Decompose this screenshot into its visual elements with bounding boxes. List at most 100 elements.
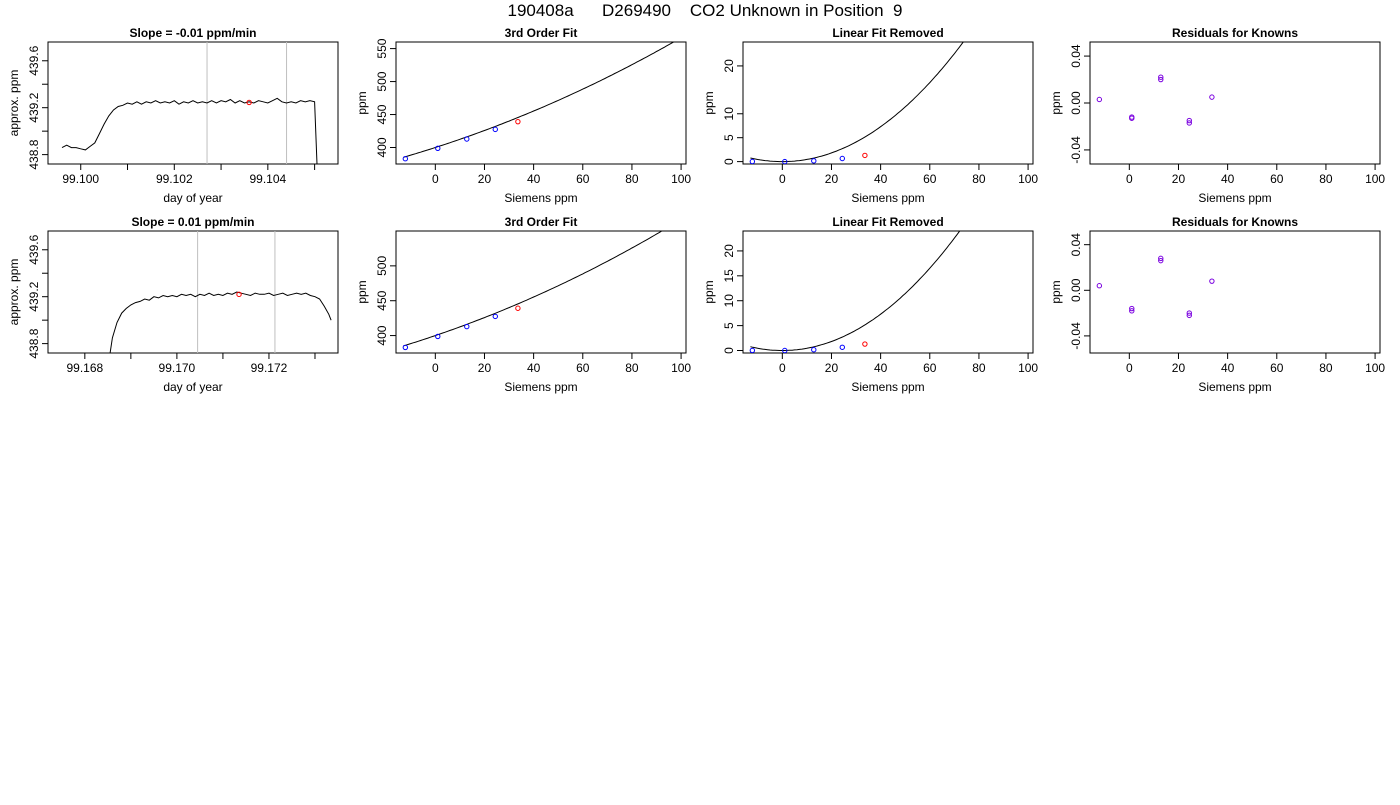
data-point <box>236 291 242 298</box>
data-point <box>435 145 441 152</box>
x-axis-label: day of year <box>163 191 222 205</box>
x-tick-label: 60 <box>1270 361 1284 375</box>
data-point <box>1158 76 1164 83</box>
trace-line <box>61 97 318 164</box>
fit-curve <box>750 42 964 163</box>
x-tick-label: 60 <box>923 361 937 375</box>
y-tick-label: 439.2 <box>27 92 41 122</box>
y-tick-label: 5 <box>722 322 736 329</box>
x-tick-label: 99.104 <box>249 172 286 186</box>
data-point <box>1129 305 1135 312</box>
data-layer <box>1096 255 1215 319</box>
x-tick-label: 100 <box>671 172 691 186</box>
data-point <box>492 313 498 320</box>
plot-frame <box>395 230 687 354</box>
data-layer <box>402 42 675 162</box>
panel-title: Linear Fit Removed <box>832 215 943 229</box>
y-tick-label: 500 <box>375 71 389 91</box>
data-point <box>1158 255 1164 262</box>
panel-title: 3rd Order Fit <box>505 26 578 40</box>
panel-4: Residuals for Knowns 0 20 40 60 80 100 -0.04 0.0… <box>1049 26 1385 205</box>
x-axis-label: Siemens ppm <box>504 380 577 394</box>
y-tick-label: 439.2 <box>27 281 41 311</box>
y-tick-label: 10 <box>722 294 736 308</box>
panel-8: Residuals for Knowns 0 20 40 60 80 100 -0.04 0.0… <box>1049 215 1385 394</box>
page-title: 190408a D269490 CO2 Unknown in Position … <box>507 1 903 20</box>
x-tick-label: 80 <box>1319 172 1333 186</box>
y-tick-label: 0 <box>722 347 736 354</box>
panel-1: Slope = -0.01 ppm/min 99.100 99.102 99.104 4… <box>7 26 339 205</box>
plot-frame <box>395 41 687 165</box>
y-tick-label: 0.00 <box>1069 91 1083 115</box>
y-tick-label: 500 <box>375 256 389 276</box>
data-point <box>782 158 788 164</box>
y-tick-label: 0.04 <box>1069 233 1083 257</box>
panel-title: Linear Fit Removed <box>832 26 943 40</box>
y-axis-label: ppm <box>355 280 369 303</box>
y-tick-label: 400 <box>375 137 389 157</box>
y-tick-label: 439.6 <box>27 45 41 75</box>
y-tick-label: 550 <box>375 38 389 58</box>
data-point <box>1158 74 1164 80</box>
x-tick-label: 20 <box>478 172 492 186</box>
data-point <box>402 156 409 162</box>
x-tick-label: 0 <box>1126 172 1133 186</box>
x-tick-label: 40 <box>1221 172 1235 186</box>
data-point <box>515 118 521 125</box>
x-axis-label: Siemens ppm <box>504 191 577 205</box>
y-axis-label: ppm <box>702 91 716 114</box>
x-tick-label: 20 <box>825 361 839 375</box>
x-tick-label: 80 <box>972 361 986 375</box>
data-point <box>1158 257 1164 264</box>
data-point <box>464 136 470 142</box>
x-tick-label: 60 <box>923 172 937 186</box>
data-point <box>839 344 845 350</box>
y-axis-label: ppm <box>1049 280 1063 303</box>
y-tick-label: 438.8 <box>27 328 41 358</box>
y-axis-label: ppm <box>355 91 369 114</box>
x-axis-label: Siemens ppm <box>1198 380 1271 394</box>
x-tick-label: 40 <box>1221 361 1235 375</box>
y-axis-label: approx. ppm <box>7 70 21 137</box>
data-point <box>1209 94 1215 100</box>
y-axis-label: ppm <box>702 280 716 303</box>
data-point <box>464 323 470 330</box>
y-tick-label: 20 <box>722 244 736 258</box>
panel-title: 3rd Order Fit <box>505 215 578 229</box>
fit-curve <box>403 42 675 158</box>
data-layer <box>749 231 961 353</box>
x-tick-label: 40 <box>874 361 888 375</box>
x-tick-label: 0 <box>779 361 786 375</box>
y-tick-label: 0.00 <box>1069 278 1083 302</box>
y-tick-label: 450 <box>375 104 389 124</box>
data-point <box>1209 278 1215 284</box>
panel-title: Slope = -0.01 ppm/min <box>129 26 256 40</box>
panel-title: Residuals for Knowns <box>1172 26 1298 40</box>
fit-curve <box>403 231 663 347</box>
x-tick-label: 80 <box>625 172 639 186</box>
data-layer <box>402 231 663 351</box>
y-tick-label: 0 <box>722 158 736 165</box>
y-tick-label: 439.6 <box>27 234 41 264</box>
x-tick-label: 0 <box>779 172 786 186</box>
data-point <box>782 347 788 353</box>
y-tick-label: 15 <box>722 269 736 283</box>
y-tick-label: 5 <box>722 134 736 141</box>
y-tick-label: -0.04 <box>1069 136 1083 164</box>
x-tick-label: 100 <box>1365 172 1385 186</box>
x-tick-label: 60 <box>1270 172 1284 186</box>
data-point <box>1186 310 1192 316</box>
plot-frame <box>1089 41 1381 165</box>
panel-title: Slope = 0.01 ppm/min <box>131 215 254 229</box>
x-tick-label: 20 <box>478 361 492 375</box>
trace-line <box>109 291 332 353</box>
data-layer <box>61 42 318 164</box>
panel-3: Linear Fit Removed 0 20 40 60 80 100 0 5 10 20 Siem… <box>702 26 1038 205</box>
x-tick-label: 0 <box>1126 361 1133 375</box>
data-point <box>862 341 868 347</box>
x-tick-label: 0 <box>432 172 439 186</box>
data-point <box>749 158 756 164</box>
y-tick-label: 20 <box>722 59 736 73</box>
